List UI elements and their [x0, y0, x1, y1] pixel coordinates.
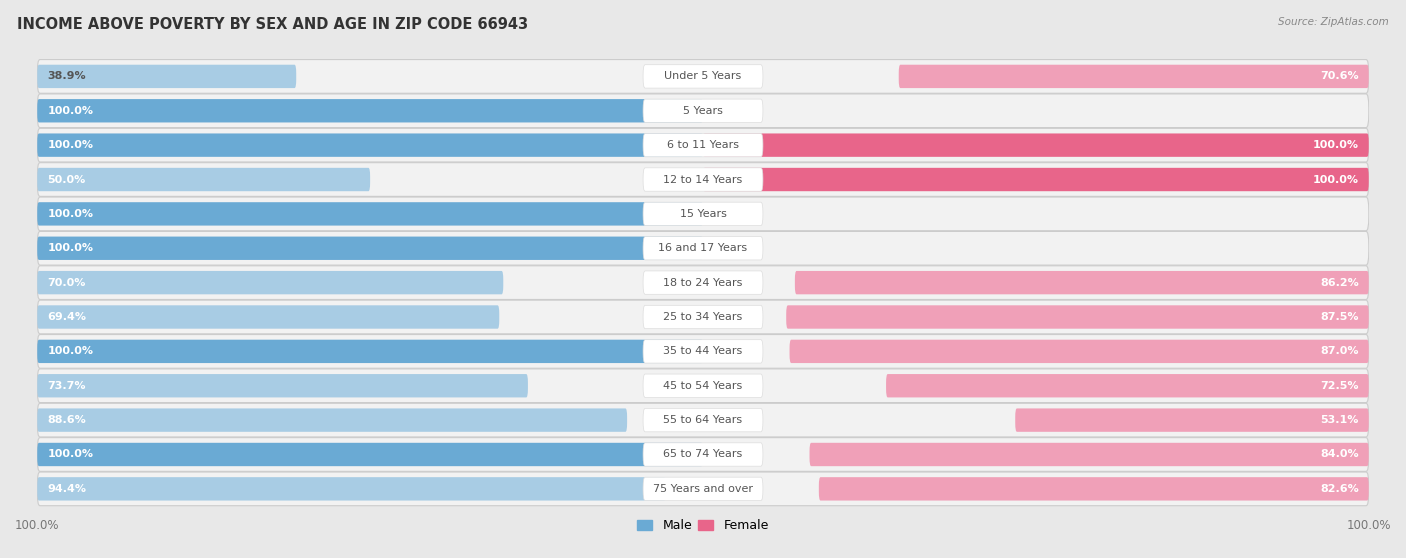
Text: Under 5 Years: Under 5 Years — [665, 71, 741, 81]
FancyBboxPatch shape — [37, 202, 703, 225]
FancyBboxPatch shape — [37, 369, 1369, 402]
FancyBboxPatch shape — [37, 477, 665, 501]
Text: 100.0%: 100.0% — [48, 106, 93, 116]
FancyBboxPatch shape — [37, 163, 1369, 196]
Text: Source: ZipAtlas.com: Source: ZipAtlas.com — [1278, 17, 1389, 27]
FancyBboxPatch shape — [643, 408, 763, 432]
FancyBboxPatch shape — [37, 65, 297, 88]
FancyBboxPatch shape — [790, 340, 1369, 363]
FancyBboxPatch shape — [643, 202, 763, 225]
Text: 100.0%: 100.0% — [48, 209, 93, 219]
FancyBboxPatch shape — [643, 65, 763, 88]
FancyBboxPatch shape — [1015, 408, 1369, 432]
Text: 73.7%: 73.7% — [48, 381, 86, 391]
FancyBboxPatch shape — [643, 340, 763, 363]
FancyBboxPatch shape — [794, 271, 1369, 294]
FancyBboxPatch shape — [37, 305, 499, 329]
Legend: Male, Female: Male, Female — [637, 519, 769, 532]
Text: 87.0%: 87.0% — [1320, 347, 1358, 357]
FancyBboxPatch shape — [643, 168, 763, 191]
FancyBboxPatch shape — [37, 374, 527, 397]
FancyBboxPatch shape — [37, 128, 1369, 162]
Text: 100.0%: 100.0% — [48, 140, 93, 150]
Text: 88.6%: 88.6% — [48, 415, 86, 425]
FancyBboxPatch shape — [643, 99, 763, 122]
Text: 94.4%: 94.4% — [48, 484, 86, 494]
Text: 12 to 14 Years: 12 to 14 Years — [664, 175, 742, 185]
FancyBboxPatch shape — [643, 133, 763, 157]
FancyBboxPatch shape — [37, 232, 1369, 265]
Text: 15 Years: 15 Years — [679, 209, 727, 219]
Text: 50.0%: 50.0% — [48, 175, 86, 185]
Text: 87.5%: 87.5% — [1320, 312, 1358, 322]
Text: 70.6%: 70.6% — [1320, 71, 1358, 81]
FancyBboxPatch shape — [37, 168, 370, 191]
FancyBboxPatch shape — [643, 374, 763, 397]
Text: 65 to 74 Years: 65 to 74 Years — [664, 450, 742, 459]
Text: 55 to 64 Years: 55 to 64 Years — [664, 415, 742, 425]
Text: INCOME ABOVE POVERTY BY SEX AND AGE IN ZIP CODE 66943: INCOME ABOVE POVERTY BY SEX AND AGE IN Z… — [17, 17, 529, 32]
Text: 6 to 11 Years: 6 to 11 Years — [666, 140, 740, 150]
Text: 38.9%: 38.9% — [48, 71, 86, 81]
FancyBboxPatch shape — [643, 443, 763, 466]
Text: 75 Years and over: 75 Years and over — [652, 484, 754, 494]
FancyBboxPatch shape — [37, 237, 703, 260]
FancyBboxPatch shape — [37, 443, 703, 466]
FancyBboxPatch shape — [37, 335, 1369, 368]
FancyBboxPatch shape — [37, 271, 503, 294]
Text: 100.0%: 100.0% — [1313, 140, 1358, 150]
Text: 84.0%: 84.0% — [1320, 450, 1358, 459]
FancyBboxPatch shape — [886, 374, 1369, 397]
FancyBboxPatch shape — [786, 305, 1369, 329]
FancyBboxPatch shape — [898, 65, 1369, 88]
Text: 72.5%: 72.5% — [1320, 381, 1358, 391]
FancyBboxPatch shape — [37, 437, 1369, 472]
Text: 100.0%: 100.0% — [1313, 175, 1358, 185]
Text: 35 to 44 Years: 35 to 44 Years — [664, 347, 742, 357]
FancyBboxPatch shape — [37, 403, 1369, 437]
FancyBboxPatch shape — [643, 237, 763, 260]
FancyBboxPatch shape — [37, 472, 1369, 506]
FancyBboxPatch shape — [643, 477, 763, 501]
FancyBboxPatch shape — [37, 99, 703, 122]
FancyBboxPatch shape — [37, 340, 703, 363]
FancyBboxPatch shape — [37, 60, 1369, 93]
FancyBboxPatch shape — [37, 266, 1369, 300]
FancyBboxPatch shape — [643, 305, 763, 329]
Text: 5 Years: 5 Years — [683, 106, 723, 116]
FancyBboxPatch shape — [37, 94, 1369, 128]
Text: 25 to 34 Years: 25 to 34 Years — [664, 312, 742, 322]
Text: 18 to 24 Years: 18 to 24 Years — [664, 278, 742, 287]
Text: 82.6%: 82.6% — [1320, 484, 1358, 494]
Text: 69.4%: 69.4% — [48, 312, 86, 322]
Text: 100.0%: 100.0% — [48, 243, 93, 253]
Text: 45 to 54 Years: 45 to 54 Years — [664, 381, 742, 391]
FancyBboxPatch shape — [37, 197, 1369, 230]
FancyBboxPatch shape — [37, 300, 1369, 334]
Text: 53.1%: 53.1% — [1320, 415, 1358, 425]
Text: 86.2%: 86.2% — [1320, 278, 1358, 287]
Text: 70.0%: 70.0% — [48, 278, 86, 287]
FancyBboxPatch shape — [703, 133, 1369, 157]
FancyBboxPatch shape — [818, 477, 1369, 501]
FancyBboxPatch shape — [703, 168, 1369, 191]
Text: 100.0%: 100.0% — [48, 347, 93, 357]
FancyBboxPatch shape — [810, 443, 1369, 466]
Text: 16 and 17 Years: 16 and 17 Years — [658, 243, 748, 253]
FancyBboxPatch shape — [37, 133, 703, 157]
Text: 100.0%: 100.0% — [48, 450, 93, 459]
FancyBboxPatch shape — [643, 271, 763, 294]
FancyBboxPatch shape — [37, 408, 627, 432]
